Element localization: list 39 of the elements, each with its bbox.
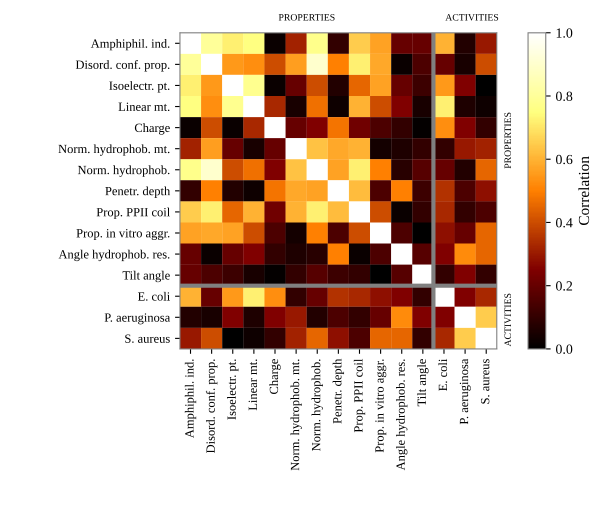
x-tick-label: Angle hydrophob. res. bbox=[396, 359, 408, 470]
color-bar-label: 0.4 bbox=[556, 218, 573, 228]
y-tick-label: Penetr. depth bbox=[105, 186, 170, 198]
x-tick-label: Prop. PPII coil bbox=[354, 358, 366, 432]
x-tick-label: Norm. hydrophob. bbox=[312, 359, 323, 451]
y-tick-label: Prop. PPII coil bbox=[96, 208, 170, 219]
color-bar-label: 0.2 bbox=[556, 281, 572, 291]
y-tick-label: P. aeruginosa bbox=[104, 313, 170, 324]
x-tick-label: E. coli bbox=[438, 358, 448, 391]
y-tick-label: Prop. in vitro aggr. bbox=[76, 229, 170, 240]
x-tick-label: Norm. hydrophob. mt. bbox=[290, 359, 302, 470]
y-tick-label: Amphiphil. ind. bbox=[90, 38, 170, 50]
color-bar-label: 0.0 bbox=[556, 344, 572, 354]
text: PROPERTIES bbox=[278, 14, 335, 21]
x-tick-label: Linear mt. bbox=[248, 359, 258, 410]
y-tick-label: E. coli bbox=[138, 292, 170, 301]
y-tick-label: Charge bbox=[134, 123, 170, 135]
text: ACTIVITIES bbox=[445, 14, 498, 21]
x-tick-label: P. aeruginosa bbox=[460, 358, 471, 424]
x-tick-label: Penetr. depth bbox=[332, 358, 344, 424]
y-tick-label: Disord. conf. prop. bbox=[76, 60, 170, 72]
y-tick-label: Tilt angle bbox=[122, 270, 170, 282]
y-tick-label: Angle hydrophob. res. bbox=[58, 250, 170, 262]
text: PROPERTIES bbox=[504, 112, 512, 168]
y-tick-label: S. aureus bbox=[125, 334, 170, 343]
color-bar-label: 1.0 bbox=[556, 28, 572, 38]
x-tick-label: Tilt angle bbox=[417, 359, 429, 406]
y-tick-label: Norm. hydrophob. bbox=[78, 165, 170, 177]
y-tick-label: Norm. hydrophob. mt. bbox=[58, 144, 170, 156]
x-tick-label: Isoelectr. pt. bbox=[227, 359, 238, 420]
x-tick-label: Charge bbox=[269, 359, 281, 394]
x-tick-label: Prop. in vitro aggr. bbox=[375, 359, 386, 452]
color-bar-label: 0.8 bbox=[556, 92, 572, 102]
text: ACTIVITIES bbox=[504, 294, 512, 346]
x-tick-label: S. aureus bbox=[480, 359, 490, 404]
y-tick-label: Isoelectr. pt. bbox=[109, 81, 170, 92]
color-bar-title: Correlation bbox=[578, 156, 590, 225]
color-bar-label: 0.6 bbox=[556, 154, 572, 164]
y-tick-label: Linear mt. bbox=[118, 102, 170, 112]
